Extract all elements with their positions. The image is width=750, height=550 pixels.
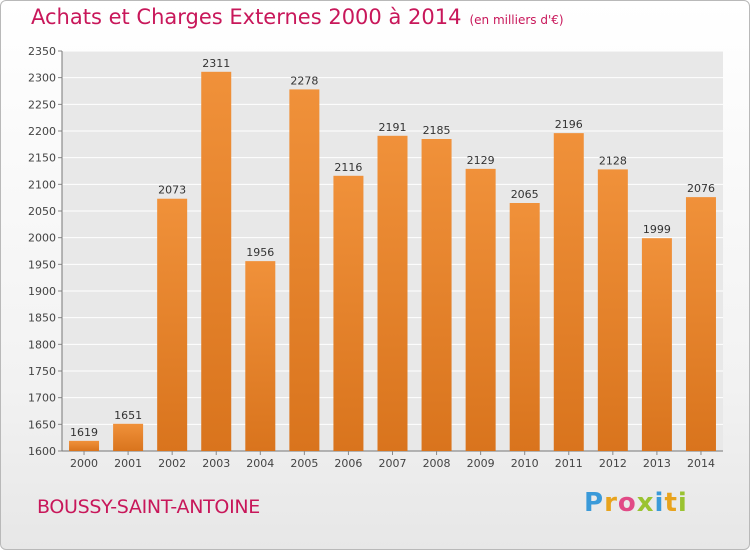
bar <box>69 440 100 451</box>
x-tick-label: 2009 <box>467 457 495 470</box>
y-tick-label: 1650 <box>28 418 56 431</box>
data-label: 2076 <box>687 182 715 195</box>
x-tick-label: 2007 <box>379 457 407 470</box>
y-tick-label: 1800 <box>28 338 56 351</box>
data-label: 1651 <box>114 409 142 422</box>
proxiti-logo: Proxiti <box>584 488 688 518</box>
x-tick-label: 2011 <box>555 457 583 470</box>
x-tick-label: 2012 <box>599 457 627 470</box>
bar <box>465 168 496 451</box>
y-tick-label: 1900 <box>28 285 56 298</box>
x-tick-label: 2002 <box>158 457 186 470</box>
bar <box>289 89 320 452</box>
data-label: 1999 <box>643 223 671 236</box>
y-tick-label: 2100 <box>28 178 56 191</box>
title-text: Achats et Charges Externes 2000 à 2014 <box>31 5 462 29</box>
x-tick-label: 2003 <box>202 457 230 470</box>
data-label: 2185 <box>423 124 451 137</box>
y-tick-label: 1850 <box>28 312 56 325</box>
data-label: 2116 <box>334 161 362 174</box>
data-label: 2073 <box>158 184 186 197</box>
y-tick-label: 2050 <box>28 205 56 218</box>
logo-letter: x <box>636 488 655 518</box>
bar <box>641 238 672 451</box>
bar <box>685 197 716 451</box>
bar <box>201 71 232 452</box>
chart-title: Achats et Charges Externes 2000 à 2014 (e… <box>31 5 564 29</box>
y-tick-label: 2200 <box>28 125 56 138</box>
y-tick-label: 1750 <box>28 365 56 378</box>
bar <box>113 423 144 451</box>
y-tick-label: 2150 <box>28 152 56 165</box>
bar <box>245 261 276 451</box>
x-tick-label: 2000 <box>70 457 98 470</box>
commune-name: BOUSSY-SAINT-ANTOINE <box>37 496 261 518</box>
data-label: 2278 <box>290 74 318 87</box>
logo-letter: i <box>677 488 688 518</box>
bar <box>421 139 452 451</box>
bar <box>597 169 628 451</box>
logo-letter: t <box>664 488 678 518</box>
logo-letter: r <box>604 488 618 518</box>
x-tick-label: 2014 <box>687 457 715 470</box>
logo-letter: P <box>584 488 605 518</box>
data-label: 2191 <box>379 121 407 134</box>
y-tick-label: 1600 <box>28 445 56 458</box>
bar <box>333 175 364 452</box>
y-tick-label: 1950 <box>28 258 56 271</box>
x-tick-label: 2006 <box>334 457 362 470</box>
x-tick-label: 2008 <box>423 457 451 470</box>
bar <box>377 135 408 452</box>
data-label: 1619 <box>70 426 98 439</box>
data-label: 1956 <box>246 246 274 259</box>
y-tick-label: 1700 <box>28 392 56 405</box>
x-tick-label: 2004 <box>246 457 274 470</box>
data-label: 2311 <box>202 57 230 70</box>
bar <box>157 198 188 451</box>
data-label: 2128 <box>599 154 627 167</box>
x-tick-label: 2010 <box>511 457 539 470</box>
y-tick-label: 2300 <box>28 72 56 85</box>
x-tick-label: 2001 <box>114 457 142 470</box>
unit-label: (en milliers d'€) <box>469 13 564 27</box>
bar <box>509 203 540 451</box>
x-tick-label: 2013 <box>643 457 671 470</box>
bar <box>553 133 584 451</box>
x-tick-label: 2005 <box>290 457 318 470</box>
y-tick-label: 2250 <box>28 98 56 111</box>
data-label: 2129 <box>467 154 495 167</box>
logo-letter: i <box>654 488 665 518</box>
y-tick-label: 2350 <box>28 45 56 58</box>
y-tick-label: 2000 <box>28 232 56 245</box>
data-label: 2065 <box>511 188 539 201</box>
data-label: 2196 <box>555 118 583 131</box>
logo-letter: o <box>617 488 637 518</box>
